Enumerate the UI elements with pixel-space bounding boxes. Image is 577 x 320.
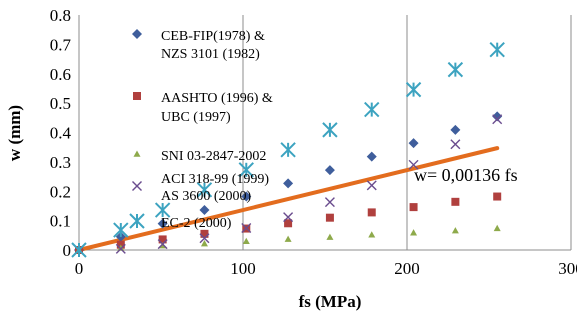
y-tick-label-2: 0.2 (50, 182, 71, 201)
series-3-point-6 (324, 197, 335, 208)
series-0-point-9 (450, 124, 461, 135)
series-2-point-6 (326, 233, 334, 240)
legend-marker-4 (129, 213, 145, 229)
series-3-point-3 (199, 233, 210, 244)
data-points (71, 41, 505, 258)
series-4-point-1 (113, 222, 129, 238)
legend-label-0-0: CEB-FIP(1978) & (161, 29, 265, 44)
series-4-point-2 (154, 202, 171, 218)
series-1-point-2 (158, 235, 167, 244)
y-tick-label-4: 0.4 (50, 124, 72, 143)
series-4-point-10 (489, 41, 505, 58)
series-1-point-8 (409, 203, 418, 212)
y-tick-label-3: 0.3 (50, 153, 71, 172)
y-tick-label-1: 0.1 (50, 212, 71, 231)
series-4-point-3 (196, 182, 213, 198)
series-3-point-1 (115, 243, 126, 254)
series-0-point-4 (241, 191, 252, 202)
series-1-point-10 (493, 192, 502, 201)
series-3-point-7-stroke-b (366, 180, 377, 191)
series-2-point-10 (493, 224, 501, 232)
x-tick-label-3: 300 (558, 259, 577, 278)
series-4-point-8 (405, 81, 422, 98)
y-axis-title: w (mm) (5, 105, 24, 161)
series-3-point-4-stroke-b (241, 222, 252, 233)
legend-marker-1 (133, 92, 141, 100)
series-1-point-5 (284, 219, 293, 228)
series-0-point-5 (283, 178, 294, 189)
series-4-point-6 (322, 122, 338, 138)
series-1-point-6 (325, 213, 334, 222)
series-3-point-8-stroke-b (408, 159, 419, 170)
series-4-point-7 (364, 101, 380, 118)
series-0-point-2 (157, 218, 168, 229)
series-3-point-7 (366, 180, 377, 191)
legend-label-3-0: ACI 318-99 (1999) (161, 172, 269, 187)
series-3-point-3-stroke-b (199, 233, 210, 244)
series-3-point-8 (408, 159, 419, 170)
legend-label-3-1: AS 3600 (2000) (161, 189, 252, 204)
series-4 (71, 41, 505, 258)
x-tick-label-0: 0 (75, 259, 84, 278)
legend-label-2-0: SNI 03-2847-2002 (161, 149, 266, 164)
series-3-point-5 (283, 212, 294, 223)
series-2-point-5 (284, 235, 292, 242)
axes (78, 15, 571, 251)
plot-area (71, 15, 572, 258)
series-2-point-4 (242, 237, 250, 244)
trendline-group (77, 146, 500, 252)
series-1-point-9 (451, 197, 460, 206)
series-2-point-8 (410, 229, 418, 236)
series-3-point-9 (450, 139, 461, 150)
series-0-point-10 (492, 111, 503, 122)
series-1-point-7 (367, 208, 376, 217)
series-2 (75, 224, 501, 253)
legend-label-0-1: NZS 3101 (1982) (161, 47, 260, 62)
series-0-point-7 (366, 151, 377, 162)
series-2-point-7 (368, 231, 376, 238)
y-tick-label-6: 0.6 (50, 65, 71, 84)
trendline-label: w= 0,00136 fs (414, 165, 518, 185)
x-tick-label-1: 100 (230, 259, 256, 278)
series-3-point-10 (492, 114, 503, 125)
series-4-point-4 (238, 162, 254, 178)
series-3-point-5-stroke-b (283, 212, 294, 223)
trendline (77, 146, 500, 252)
legend-marker-3 (132, 181, 142, 191)
x-axis-title: fs (MPa) (299, 292, 362, 311)
legend-label-4-0: EC-2 (2000) (161, 216, 232, 231)
series-0-point-3 (199, 205, 210, 216)
series-3-point-2 (157, 239, 168, 250)
y-tick-label-0: 0 (63, 241, 72, 260)
legend: CEB-FIP(1978) & NZS 3101 (1982) AASHTO (19… (129, 29, 273, 231)
y-tick-label-8: 0.8 (50, 6, 71, 25)
series-4-point-9 (447, 61, 464, 78)
legend-marker-3-stroke-b (132, 181, 142, 191)
legend-label-1-0: AASHTO (1996) & (161, 91, 273, 106)
series-3-point-6-stroke-b (324, 197, 335, 208)
y-tick-label-7: 0.7 (50, 35, 72, 54)
x-tick-labels: 0 100 200 300 (75, 259, 577, 278)
series-3-point-4 (241, 222, 252, 233)
legend-marker-2 (133, 150, 141, 157)
series-3-point-10-stroke-b (492, 114, 503, 125)
series-4-point-0 (71, 242, 87, 258)
series-2-point-3 (200, 240, 208, 247)
gridlines (242, 15, 572, 250)
series-2-point-1 (117, 244, 125, 251)
series-1-point-3 (200, 229, 209, 238)
legend-marker-0 (132, 29, 142, 39)
series-3-point-1-stroke-b (115, 243, 126, 254)
series-4-point-5 (280, 142, 296, 158)
x-tick-label-2: 200 (394, 259, 420, 278)
series-0-point-8 (408, 138, 419, 149)
y-tick-label-5: 0.5 (50, 94, 71, 113)
series-2-point-9 (451, 227, 459, 234)
series-3-point-9-stroke-b (450, 139, 461, 150)
series-3-point-2-stroke-b (157, 239, 168, 250)
series-0-point-6 (324, 165, 335, 176)
y-tick-labels: 0 0.1 0.2 0.3 0.4 0.5 0.6 0.7 0.8 (50, 6, 72, 260)
legend-label-1-1: UBC (1997) (161, 110, 231, 125)
